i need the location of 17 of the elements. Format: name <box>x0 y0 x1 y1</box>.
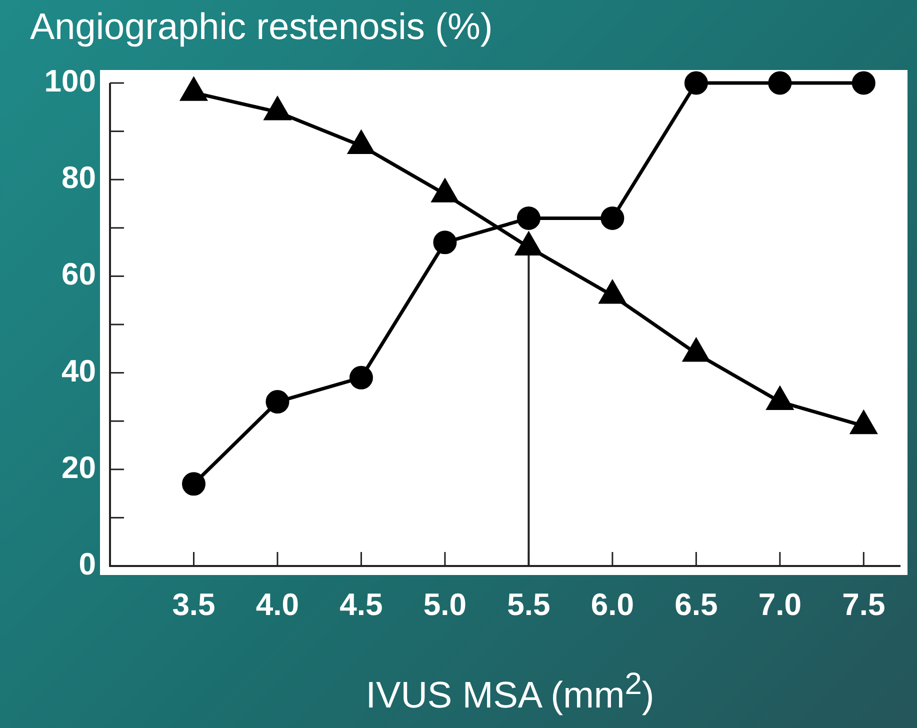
x-tick-label: 7.0 <box>758 587 802 622</box>
y-tick-label: 100 <box>44 64 96 99</box>
x-axis-title: IVUS MSA (mm$^{2}$) <box>364 666 656 716</box>
x-tick-label: 3.5 <box>172 587 216 622</box>
y-axis-title: Angiographic restenosis (%) <box>30 6 493 48</box>
x-tick-label: 5.5 <box>507 587 550 622</box>
x-tick-label: 4.0 <box>256 587 300 622</box>
y-tick-label: 40 <box>62 353 96 388</box>
x-tick-label: 6.0 <box>590 587 634 622</box>
x-tick-label: 6.5 <box>674 587 718 622</box>
x-tick-label: 7.5 <box>842 587 886 622</box>
y-tick-label: 20 <box>62 450 96 485</box>
y-tick-label: 60 <box>62 256 96 292</box>
y-tick-label: 80 <box>62 160 96 196</box>
x-tick-label: 5.0 <box>423 587 467 622</box>
x-tick-label: 4.5 <box>340 587 383 622</box>
y-tick-label: 0 <box>78 546 96 582</box>
